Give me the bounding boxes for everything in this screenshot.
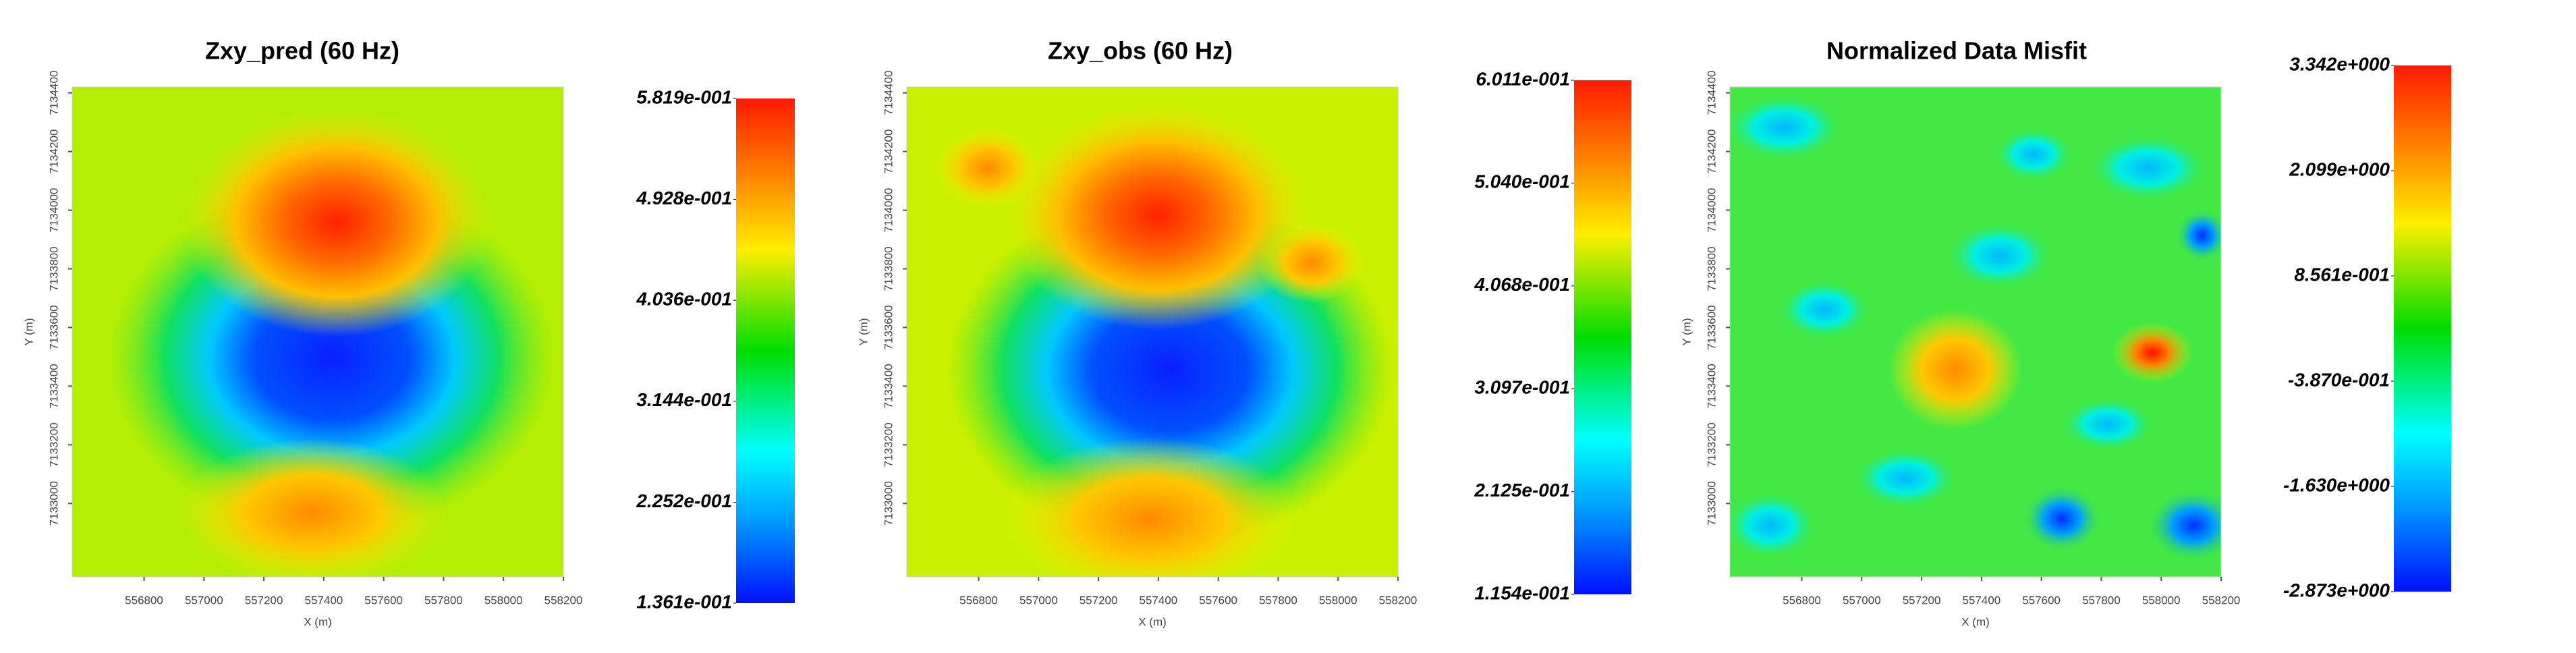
- colorbar-tick-label: 5.819e-001: [636, 86, 732, 107]
- y-tick-label: 7134400: [47, 71, 60, 115]
- x-tick-label: 557600: [1199, 594, 1237, 606]
- y-tick-label: 7133800: [1705, 246, 1718, 291]
- heatmap-field: [72, 87, 563, 577]
- x-tick-label: 558000: [2142, 594, 2181, 606]
- x-tick-label: 558000: [484, 594, 523, 606]
- colorbar-tick-label: 1.361e-001: [636, 591, 732, 612]
- plot-frame: [1729, 86, 2222, 577]
- x-tick-label: 557600: [364, 594, 403, 606]
- colorbar-tick-label: 8.561e-001: [2294, 264, 2390, 285]
- colorbar-tick-label: -2.873e+000: [2283, 579, 2390, 600]
- y-tick-label: 7133400: [882, 364, 895, 408]
- colorbar-tick-label: 4.068e-001: [1474, 274, 1570, 295]
- y-tick-label: 7133400: [1705, 364, 1718, 408]
- x-tick-label: 557200: [245, 594, 283, 606]
- y-tick-label: 7133400: [47, 364, 60, 408]
- colorbar-tick-label: 1.154e-001: [1474, 582, 1570, 603]
- x-tick-label: 557600: [2022, 594, 2061, 606]
- y-tick-label: 7133600: [1705, 305, 1718, 349]
- y-tick-label: 7133200: [47, 422, 60, 467]
- y-tick-label: 7134200: [882, 130, 895, 174]
- colorbar-tick-label: 2.099e+000: [2289, 159, 2390, 179]
- colorbar-tick-label: 6.011e-001: [1476, 68, 1570, 89]
- y-tick-label: 7134200: [47, 130, 60, 174]
- x-tick-label: 557400: [1140, 594, 1178, 606]
- y-axis-label: Y (m): [1680, 318, 1693, 345]
- colorbar-tick-label: 3.144e-001: [636, 389, 732, 410]
- y-tick-label: 7133600: [882, 305, 895, 349]
- x-tick-label: 557800: [424, 594, 463, 606]
- chart-title: Zxy_pred (60 Hz): [205, 37, 399, 65]
- x-axis-label: X (m): [1961, 615, 1990, 628]
- heatmap-field: [907, 87, 1398, 577]
- y-tick-label: 7133200: [1705, 422, 1718, 467]
- x-tick-label: 556800: [1783, 594, 1821, 606]
- x-tick-label: 557800: [2082, 594, 2121, 606]
- colorbar-tick-label: 2.252e-001: [636, 490, 732, 511]
- heatmap-field: [1730, 87, 2221, 577]
- colorbar: [736, 98, 795, 603]
- chart-title: Normalized Data Misfit: [1826, 37, 2087, 65]
- y-tick-label: 7134000: [47, 188, 60, 232]
- y-axis-label: Y (m): [22, 318, 35, 345]
- y-tick-label: 7133800: [47, 246, 60, 291]
- x-tick-label: 557400: [305, 594, 343, 606]
- colorbar-tick-label: 5.040e-001: [1474, 171, 1570, 192]
- x-tick-label: 557000: [185, 594, 223, 606]
- y-tick-label: 7133000: [1705, 481, 1718, 526]
- colorbar-tick-label: -1.630e+000: [2283, 474, 2390, 495]
- x-tick-label: 557400: [1963, 594, 2001, 606]
- x-tick-label: 557200: [1903, 594, 1941, 606]
- y-tick-label: 7134400: [882, 71, 895, 115]
- x-tick-label: 557000: [1843, 594, 1881, 606]
- chart-title: Zxy_obs (60 Hz): [1048, 37, 1233, 65]
- y-tick-label: 7133200: [882, 422, 895, 467]
- colorbar: [2394, 65, 2451, 592]
- y-tick-label: 7133000: [882, 481, 895, 526]
- x-tick-label: 557800: [1259, 594, 1297, 606]
- colorbar-tick-label: 3.342e+000: [2289, 53, 2390, 74]
- colorbar-tick-label: 2.125e-001: [1474, 480, 1570, 501]
- y-tick-label: 7134400: [1705, 71, 1718, 115]
- x-tick-label: 558000: [1319, 594, 1357, 606]
- x-tick-label: 558200: [544, 594, 583, 606]
- colorbar-tick-label: 3.097e-001: [1474, 377, 1570, 398]
- y-tick-label: 7133000: [47, 481, 60, 526]
- y-tick-label: 7133800: [882, 246, 895, 291]
- colorbar-tick-label: 4.928e-001: [636, 188, 732, 208]
- plot-frame: [906, 86, 1399, 577]
- colorbar-tick-label: -3.870e-001: [2288, 369, 2390, 390]
- x-tick-label: 557200: [1080, 594, 1118, 606]
- colorbar-tick-label: 4.036e-001: [636, 289, 732, 310]
- y-tick-label: 7134000: [1705, 188, 1718, 232]
- x-tick-label: 556800: [959, 594, 998, 606]
- plot-frame: [72, 86, 564, 577]
- y-tick-label: 7134000: [882, 188, 895, 232]
- y-tick-label: 7133600: [47, 305, 60, 349]
- x-axis-label: X (m): [304, 615, 332, 628]
- x-tick-label: 556800: [125, 594, 163, 606]
- x-axis-label: X (m): [1138, 615, 1167, 628]
- y-axis-label: Y (m): [857, 318, 870, 345]
- y-tick-label: 7134200: [1705, 130, 1718, 174]
- x-tick-label: 558200: [1379, 594, 1418, 606]
- x-tick-label: 558200: [2202, 594, 2241, 606]
- colorbar: [1574, 80, 1631, 594]
- x-tick-label: 557000: [1019, 594, 1058, 606]
